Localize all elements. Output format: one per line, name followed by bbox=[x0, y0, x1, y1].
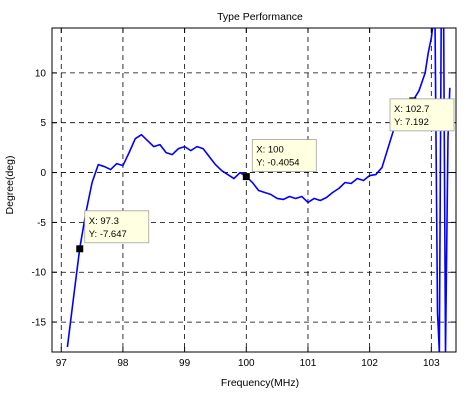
datatip-box: X: 102.7 Y: 7.192 bbox=[389, 98, 455, 132]
datatip-marker bbox=[76, 245, 84, 253]
y-tick-label: -10 bbox=[32, 268, 47, 279]
datatip-y-label: Y: -7.647 bbox=[89, 229, 127, 240]
y-tick-label: -15 bbox=[32, 318, 47, 329]
datatip-background bbox=[84, 210, 150, 244]
series-line bbox=[66, 28, 451, 352]
datatip-y-label: Y: 7.192 bbox=[394, 117, 429, 128]
y-tick-label: -5 bbox=[37, 218, 46, 229]
plot-area bbox=[66, 28, 451, 352]
datatips: X: 97.3 Y: -7.647 X: 100 Y: -0.4054 X: 102.7… bbox=[76, 97, 455, 253]
y-tick-label: 0 bbox=[40, 168, 46, 179]
chart-title: Type Performance bbox=[217, 11, 303, 23]
grid bbox=[52, 28, 456, 352]
ticks: 97 98 99 100 101 102 103 -15 -10 -5 0 5 10 bbox=[32, 28, 456, 369]
x-tick-label: 98 bbox=[117, 358, 129, 369]
datatip-x-label: X: 97.3 bbox=[89, 216, 119, 227]
axes-box bbox=[51, 27, 457, 353]
x-tick-label: 101 bbox=[300, 358, 317, 369]
x-tick-label: 97 bbox=[56, 358, 68, 369]
y-tick-label: 5 bbox=[40, 118, 46, 129]
datatip-marker bbox=[242, 173, 250, 181]
y-axis-label: Degree(deg) bbox=[4, 156, 16, 215]
x-tick-label: 99 bbox=[179, 358, 191, 369]
y-tick-label: 10 bbox=[35, 68, 47, 79]
x-axis-label: Frequency(MHz) bbox=[221, 377, 299, 389]
datatip-box: X: 100 Y: -0.4054 bbox=[251, 139, 317, 172]
datatip-background bbox=[389, 98, 455, 132]
x-tick-label: 100 bbox=[238, 358, 255, 369]
x-tick-label: 102 bbox=[361, 358, 378, 369]
datatip-x-label: X: 100 bbox=[256, 145, 283, 156]
datatip-background bbox=[251, 139, 317, 172]
datatip-x-label: X: 102.7 bbox=[394, 104, 429, 115]
datatip-box: X: 97.3 Y: -7.647 bbox=[84, 210, 150, 244]
x-tick-label: 103 bbox=[423, 358, 440, 369]
datatip-y-label: Y: -0.4054 bbox=[256, 158, 299, 169]
